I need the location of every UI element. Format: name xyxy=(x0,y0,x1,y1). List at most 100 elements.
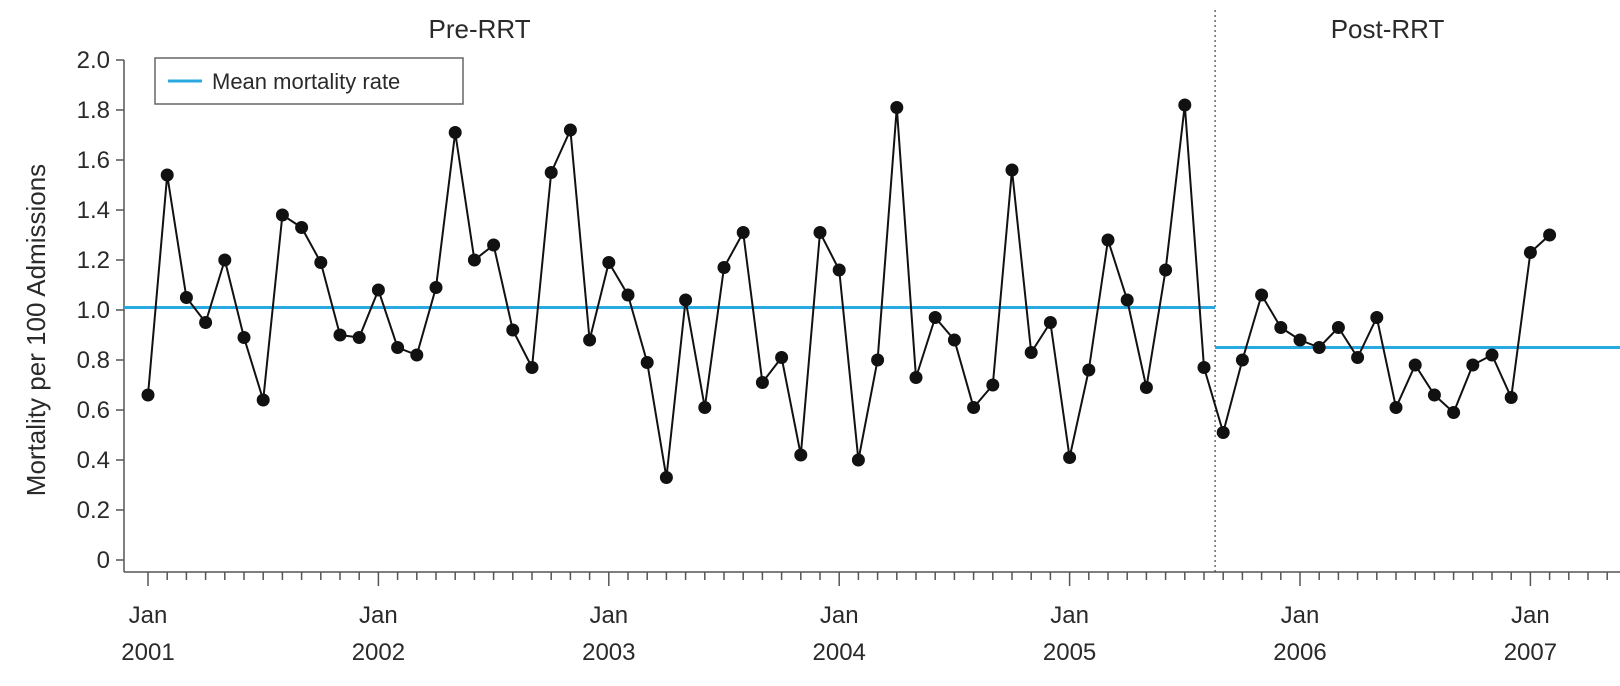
data-point xyxy=(295,221,309,234)
data-point xyxy=(218,253,232,267)
x-tick-label-month: Jan xyxy=(589,602,628,629)
data-point xyxy=(1427,388,1441,402)
data-point xyxy=(1063,451,1077,464)
y-tick-label: 1.2 xyxy=(77,247,110,274)
data-point xyxy=(1216,426,1230,439)
y-axis-label: Mortality per 100 Admissions xyxy=(21,164,51,496)
data-point xyxy=(1082,363,1096,377)
mean-lines-group xyxy=(124,306,1620,349)
y-tick-label: 0.4 xyxy=(77,447,110,474)
y-tick-label: 0 xyxy=(97,547,110,574)
data-point xyxy=(1178,98,1192,112)
data-point xyxy=(698,401,712,414)
y-tick-label: 0.6 xyxy=(77,397,110,424)
y-tick-label: 1.6 xyxy=(77,147,110,174)
data-point xyxy=(621,288,635,302)
data-point xyxy=(410,348,424,362)
data-point xyxy=(1408,358,1422,372)
data-point xyxy=(909,371,923,384)
data-point xyxy=(986,378,1000,392)
data-point xyxy=(1523,246,1537,259)
phase-label-post: Post-RRT xyxy=(1331,14,1445,44)
x-tick-label-month: Jan xyxy=(129,602,168,629)
x-tick-label-year: 2003 xyxy=(582,639,635,666)
data-point xyxy=(583,333,597,347)
y-tick-label: 0.8 xyxy=(77,347,110,374)
data-point xyxy=(794,448,808,462)
data-point xyxy=(371,283,385,297)
data-point xyxy=(1120,293,1134,307)
data-point xyxy=(160,168,174,182)
data-point xyxy=(1159,263,1173,277)
data-point xyxy=(237,331,251,344)
data-point xyxy=(832,263,846,277)
series-line xyxy=(147,104,1551,478)
data-point xyxy=(717,261,731,274)
data-point xyxy=(1447,406,1461,419)
data-point xyxy=(1504,391,1518,404)
y-tick-label: 1.0 xyxy=(77,297,110,324)
legend: Mean mortality rate xyxy=(154,57,464,105)
data-point xyxy=(448,126,462,139)
data-point xyxy=(871,353,885,367)
x-tick-label-year: 2004 xyxy=(813,639,866,666)
data-point xyxy=(1331,321,1345,334)
data-point xyxy=(544,166,558,179)
data-point xyxy=(640,356,654,369)
data-point xyxy=(1139,381,1153,394)
x-tick-label-month: Jan xyxy=(1281,602,1320,629)
data-point xyxy=(736,226,750,239)
data-point xyxy=(1101,233,1115,247)
data-point xyxy=(1312,341,1326,354)
data-point xyxy=(314,256,328,269)
data-point xyxy=(506,323,520,337)
data-point xyxy=(1370,311,1384,324)
data-point xyxy=(487,238,501,252)
x-tick-label-year: 2005 xyxy=(1043,639,1096,666)
data-point xyxy=(1235,353,1249,367)
legend-box xyxy=(154,57,464,105)
y-tick-label: 0.2 xyxy=(77,497,110,524)
phase-labels-group: Pre-RRT Post-RRT xyxy=(429,14,1445,44)
data-point xyxy=(275,208,289,222)
data-point xyxy=(352,331,366,344)
data-point xyxy=(1543,228,1557,242)
data-point xyxy=(851,453,865,467)
series-group xyxy=(141,98,1557,484)
data-point xyxy=(1005,163,1019,177)
data-point xyxy=(1274,321,1288,334)
x-tick-label-month: Jan xyxy=(820,602,859,629)
data-point xyxy=(1024,346,1038,359)
data-point xyxy=(525,361,539,374)
legend-label: Mean mortality rate xyxy=(212,69,400,94)
data-point xyxy=(1255,288,1269,302)
data-point xyxy=(813,226,827,239)
data-point xyxy=(199,316,213,329)
data-point xyxy=(256,393,270,407)
x-tick-label-year: 2006 xyxy=(1273,639,1326,666)
data-point xyxy=(391,341,405,354)
data-point xyxy=(467,253,481,267)
phase-label-pre: Pre-RRT xyxy=(429,14,531,44)
data-point xyxy=(928,311,942,324)
x-tick-label-year: 2002 xyxy=(352,639,405,666)
y-tick-label: 1.8 xyxy=(77,97,110,124)
y-tick-label: 1.4 xyxy=(77,197,110,224)
x-tick-label-month: Jan xyxy=(359,602,398,629)
data-point xyxy=(755,376,769,389)
data-point xyxy=(1197,361,1211,374)
data-point xyxy=(679,293,693,307)
y-tick-label: 2.0 xyxy=(77,47,110,74)
data-point xyxy=(967,401,981,414)
data-point xyxy=(563,123,577,137)
data-point xyxy=(1043,316,1057,329)
data-point xyxy=(1293,333,1307,347)
data-point xyxy=(1466,358,1480,372)
data-point xyxy=(659,471,673,484)
data-point xyxy=(775,351,789,364)
axes-group: 0 0.2 0.4 0.6 0.8 1.0 1.2 1.4 1.6 1.8 2.0 Jan 2001 Ja… xyxy=(77,10,1620,666)
x-tick-label-month: Jan xyxy=(1511,602,1550,629)
data-point xyxy=(179,291,193,304)
data-point xyxy=(1351,351,1365,364)
